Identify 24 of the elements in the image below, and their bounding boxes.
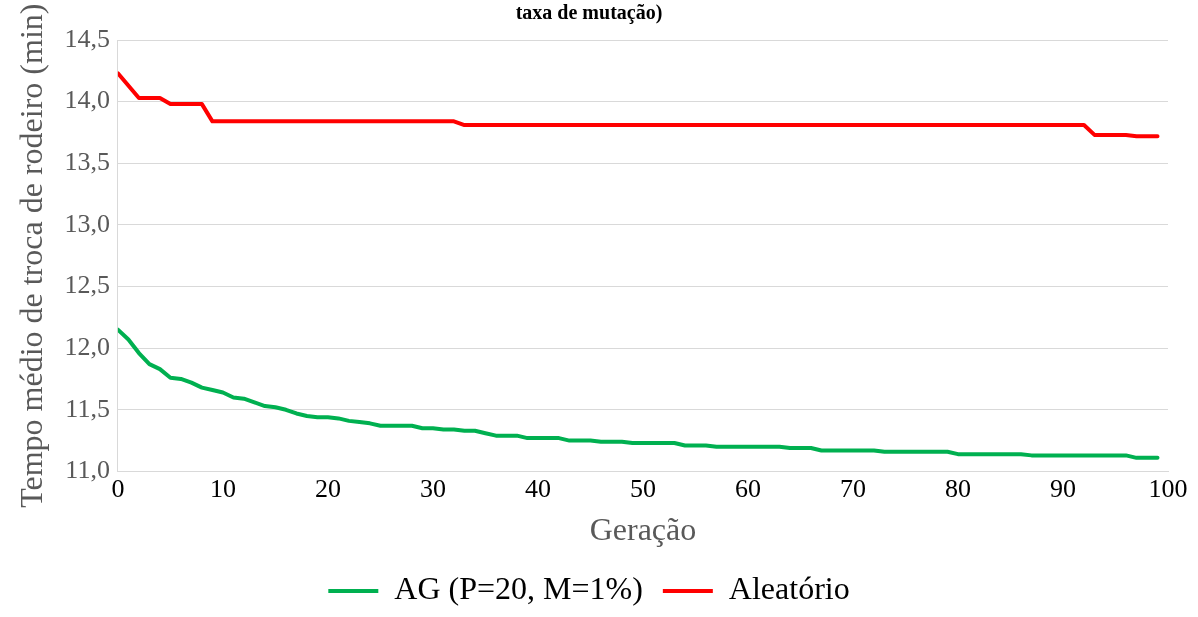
y-tick-label: 14,5 — [64, 23, 110, 53]
x-tick-label: 40 — [524, 473, 551, 503]
x-tick-label: 80 — [944, 473, 971, 503]
y-tick-label: 13,0 — [64, 208, 110, 238]
y-tick-label: 14,0 — [64, 85, 110, 115]
x-tick-label: 10 — [209, 473, 236, 503]
legend-label: AG (P=20, M=1%) — [394, 570, 643, 607]
x-tick-label: 50 — [629, 473, 656, 503]
x-tick-label: 70 — [839, 473, 866, 503]
y-tick-label: 12,5 — [64, 270, 110, 300]
y-tick-label: 12,0 — [64, 331, 110, 361]
x-tick-label: 30 — [419, 473, 446, 503]
legend-label: Aleatório — [728, 570, 850, 607]
x-tick-label: 20 — [314, 473, 341, 503]
x-tick-label: 90 — [1049, 473, 1076, 503]
y-tick-label: 13,5 — [64, 147, 110, 177]
y-tick-label: 11,0 — [65, 455, 110, 485]
x-tick-label: 100 — [1148, 473, 1188, 503]
x-tick-label: 60 — [734, 473, 761, 503]
y-axis-title: Tempo médio de troca de rodeiro (min) — [12, 3, 49, 508]
y-tick-label: 11,5 — [65, 393, 110, 423]
chart-title: taxa de mutação) — [515, 1, 663, 25]
x-tick-label: 0 — [111, 473, 125, 503]
x-axis-title: Geração — [589, 511, 697, 548]
